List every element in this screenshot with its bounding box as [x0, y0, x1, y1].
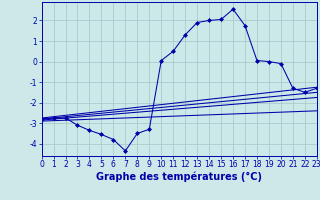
- X-axis label: Graphe des températures (°C): Graphe des températures (°C): [96, 172, 262, 182]
